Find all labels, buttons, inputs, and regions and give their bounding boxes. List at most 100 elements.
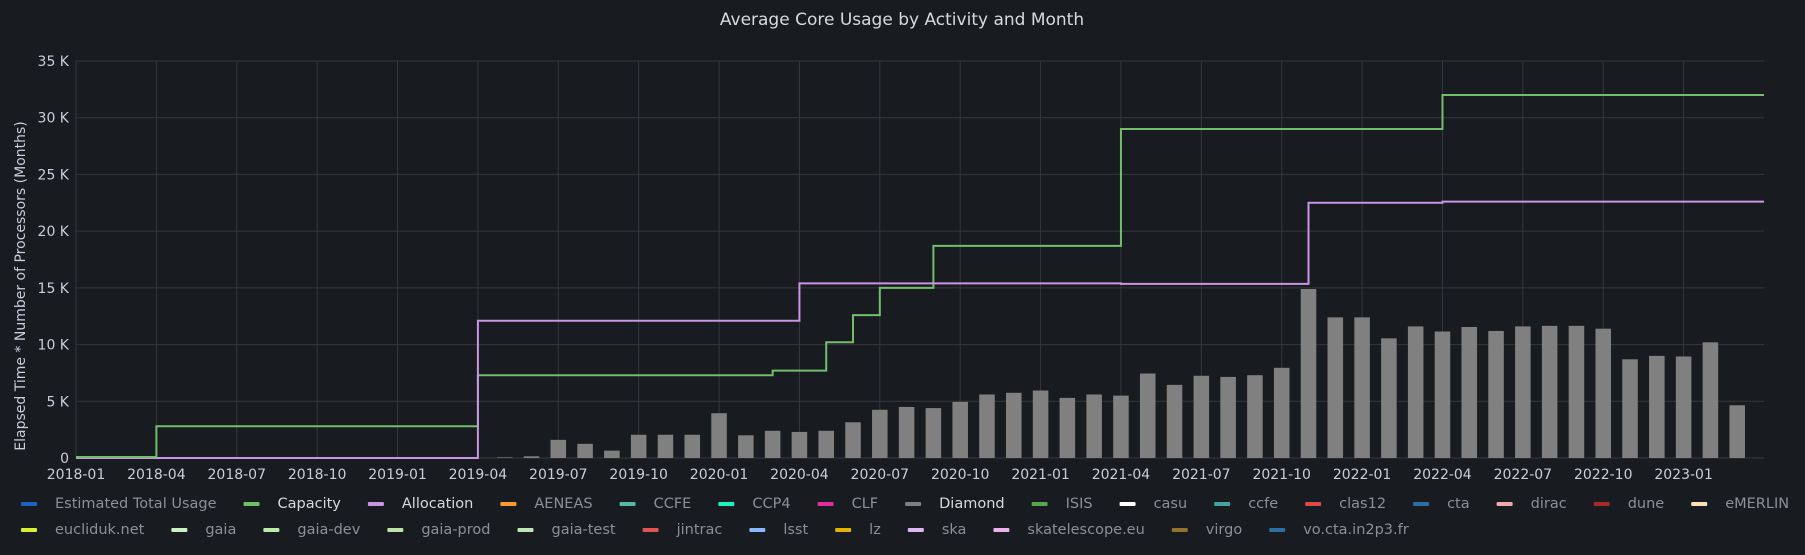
- legend-item-isis[interactable]: ISIS: [1031, 496, 1093, 512]
- legend-label: skatelescope.eu: [1027, 522, 1144, 538]
- legend-swatch: [171, 528, 188, 532]
- x-tick-label: 2018-10: [288, 467, 347, 483]
- grid: [75, 60, 1764, 459]
- legend-label: gaia-test: [551, 522, 615, 538]
- legend-swatch: [21, 502, 37, 506]
- bar-diamond: [1113, 395, 1129, 458]
- legend-item-jintrac[interactable]: jintrac: [642, 522, 723, 538]
- bar-diamond: [1273, 367, 1290, 458]
- x-tick-label: 2019-01: [368, 467, 427, 483]
- bar-diamond: [764, 430, 781, 458]
- legend-item-dirac[interactable]: dirac: [1496, 496, 1567, 512]
- bar-diamond: [818, 430, 834, 458]
- legend-swatch: [1119, 502, 1136, 506]
- legend-label: casu: [1154, 496, 1188, 512]
- legend-swatch: [817, 502, 834, 506]
- legend-item-diamond[interactable]: Diamond: [905, 496, 1005, 512]
- x-tick-label: 2020-01: [690, 467, 749, 483]
- bar-diamond: [657, 434, 674, 458]
- legend-item-gaia-test[interactable]: gaia-test: [517, 522, 616, 538]
- legend-label: gaia-prod: [421, 522, 490, 538]
- legend-swatch: [718, 502, 735, 506]
- bar-diamond: [1702, 342, 1719, 458]
- legend-item-eucliduk-net[interactable]: eucliduk.net: [21, 522, 145, 538]
- legend-item-ska[interactable]: ska: [907, 522, 967, 538]
- legend-item-gaia-dev[interactable]: gaia-dev: [263, 522, 361, 538]
- x-tick-label: 2020-07: [851, 467, 910, 483]
- legend-label: gaia-dev: [297, 522, 360, 538]
- legend-item-casu[interactable]: casu: [1119, 496, 1188, 512]
- legend-swatch: [243, 502, 260, 506]
- bar-diamond: [872, 409, 888, 458]
- legend-item-gaia[interactable]: gaia: [171, 522, 236, 538]
- x-tick-label: 2019-07: [529, 467, 588, 483]
- legend-item-lz[interactable]: lz: [835, 522, 881, 538]
- bar-diamond: [1032, 390, 1049, 458]
- legend-item-skatelescope-eu[interactable]: skatelescope.eu: [993, 522, 1145, 538]
- bar-diamond: [1649, 355, 1665, 458]
- bar-diamond: [1381, 338, 1397, 458]
- bar-diamond: [1059, 397, 1076, 458]
- legend-item-virgo[interactable]: virgo: [1171, 522, 1243, 538]
- x-tick-label: 2018-01: [47, 467, 106, 483]
- legend-swatch: [1031, 502, 1048, 506]
- legend-item-clas12[interactable]: clas12: [1305, 496, 1386, 512]
- bar-diamond: [791, 431, 808, 458]
- legend-label: eMERLIN: [1725, 496, 1789, 512]
- x-tick-label: 2022-04: [1413, 467, 1472, 483]
- bar-diamond: [1568, 325, 1585, 458]
- legend-swatch: [1413, 502, 1430, 506]
- bar-diamond: [1729, 405, 1745, 458]
- legend-item-vo-cta-in2p3-fr[interactable]: vo.cta.in2p3.fr: [1269, 522, 1409, 538]
- legend-swatch: [835, 528, 852, 532]
- legend-label: Capacity: [278, 496, 342, 512]
- legend-swatch: [1171, 528, 1188, 532]
- y-tick-label: 10 K: [38, 338, 70, 354]
- bar-diamond: [1166, 384, 1183, 458]
- legend-swatch: [263, 528, 280, 532]
- legend-label: jintrac: [676, 522, 723, 538]
- legend-item-clf[interactable]: CLF: [817, 496, 879, 512]
- x-tick-label: 2021-07: [1172, 467, 1231, 483]
- legend-item-ccfe[interactable]: CCFE: [619, 496, 692, 512]
- bar-diamond: [1327, 317, 1344, 458]
- bar-diamond: [1139, 373, 1156, 458]
- legend-swatch: [21, 528, 37, 532]
- bar-diamond: [1354, 317, 1370, 458]
- legend-label: lz: [869, 522, 881, 538]
- legend-label: eucliduk.net: [55, 522, 145, 538]
- legend-label: Allocation: [402, 496, 473, 512]
- legend-item-ccfe[interactable]: ccfe: [1214, 496, 1278, 512]
- bar-diamond: [630, 434, 647, 458]
- legend-swatch: [1496, 502, 1513, 506]
- legend-item-emerlin[interactable]: eMERLIN: [1691, 496, 1789, 512]
- legend: Estimated Total Usage Capacity Allocation A…: [21, 496, 1789, 538]
- legend-swatch: [517, 528, 534, 532]
- legend-item-dune[interactable]: dune: [1593, 496, 1665, 512]
- legend-item-ccp4[interactable]: CCP4: [718, 496, 791, 512]
- legend-item-capacity[interactable]: Capacity: [243, 496, 342, 512]
- bar-diamond: [1622, 359, 1638, 458]
- legend-label: CCP4: [752, 496, 790, 512]
- legend-swatch: [907, 528, 924, 532]
- x-tick-label: 2021-04: [1092, 467, 1151, 483]
- legend-item-allocation[interactable]: Allocation: [367, 496, 473, 512]
- legend-swatch: [1593, 502, 1610, 506]
- legend-item-lsst[interactable]: lsst: [749, 522, 808, 538]
- legend-item-aeneas[interactable]: AENEAS: [500, 496, 593, 512]
- bar-diamond: [711, 413, 727, 458]
- legend-item-gaia-prod[interactable]: gaia-prod: [387, 522, 490, 538]
- bar-diamond: [925, 408, 942, 458]
- legend-item-estimated-total-usage[interactable]: Estimated Total Usage: [21, 496, 217, 512]
- series-lines: [76, 94, 1764, 459]
- x-tick-label: 2020-04: [770, 467, 829, 483]
- legend-swatch: [1305, 502, 1322, 506]
- x-tick-label: 2018-07: [208, 467, 267, 483]
- legend-swatch: [500, 502, 517, 506]
- x-axis-ticks: 2018-01 2018-04 2018-07 2018-10 2019-01 2019-…: [47, 467, 1713, 483]
- bar-diamond: [738, 435, 754, 458]
- chart-title: Average Core Usage by Activity and Month: [720, 10, 1084, 30]
- legend-swatch: [749, 528, 766, 532]
- legend-item-cta[interactable]: cta: [1413, 496, 1470, 512]
